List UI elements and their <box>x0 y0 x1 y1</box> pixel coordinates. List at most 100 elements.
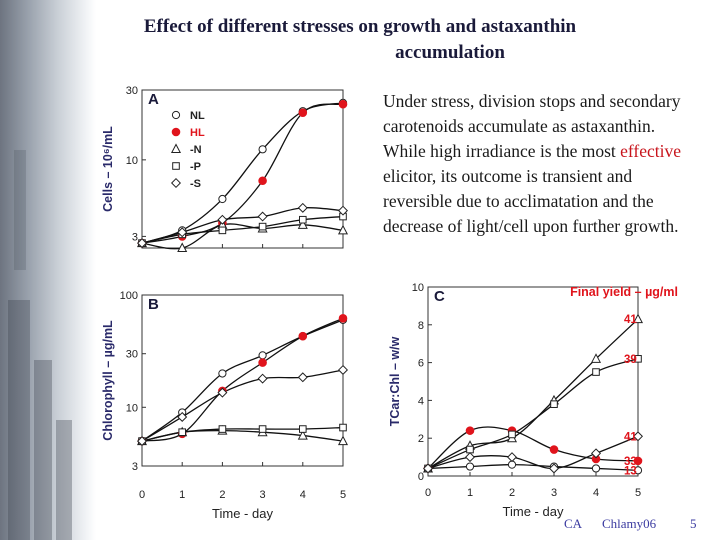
panel-A-point--P <box>258 222 267 231</box>
panel-A-point-HL <box>298 108 308 117</box>
panel-B-xlabel: Time - day <box>212 506 273 521</box>
panel-A-point--S <box>136 238 148 249</box>
panel-B-line--P <box>141 426 344 442</box>
panel-C-point-NL <box>633 466 643 475</box>
panel-C-point-NL <box>591 464 601 473</box>
panel-A-ytick-label: 3 <box>132 231 138 243</box>
panel-B-line--N <box>141 429 344 442</box>
description-part-2: elicitor, its outcome is transient and r… <box>383 166 679 236</box>
decorative-side-strip <box>0 0 96 540</box>
panel-B-ytick-label: 30 <box>126 349 138 361</box>
panel-C-frame <box>427 286 639 477</box>
panel-B-ytick-label: 10 <box>126 402 138 414</box>
panel-A-line-NL <box>141 102 344 244</box>
legend-marker--P <box>172 162 180 170</box>
panel-C-ylabel: TCar:Chl – w/w <box>388 336 402 426</box>
panel-A-point--S <box>257 211 268 222</box>
legend-marker-HL <box>171 127 181 137</box>
panel-C-letter: C <box>434 288 445 305</box>
panel-B-letter: B <box>148 296 159 313</box>
legend-marker--N <box>170 143 182 153</box>
panel-C-ytick-label: 0 <box>418 471 424 483</box>
footer-page-number: 5 <box>690 516 697 531</box>
panel-C-line--P <box>427 358 639 470</box>
panel-B-ylabel: Chlorophyll – µg/mL <box>101 320 115 441</box>
panel-C-point-NL <box>465 462 475 471</box>
panel-C-ytick-label: 10 <box>412 282 424 294</box>
panel-C-point--S <box>632 431 644 442</box>
panel-C-point--P <box>508 430 516 439</box>
panel-A-point--S <box>217 214 228 225</box>
panel-B-point-NL <box>258 351 267 360</box>
panel-C-line-HL <box>427 426 639 469</box>
panel-B-point--P <box>339 423 347 432</box>
panel-C-point--P <box>550 400 558 408</box>
legend-label-HL: HL <box>190 127 205 139</box>
panel-C-xtick-label: 5 <box>635 487 641 499</box>
panel-C-xtick-label: 2 <box>509 487 515 499</box>
panel-A-point--S <box>177 227 188 238</box>
title-line-2: accumulation <box>395 42 505 63</box>
panel-B-point--N <box>337 435 349 446</box>
panel-C-annotation: Final yield – µg/ml <box>570 285 678 299</box>
panel-C-xtick-label: 0 <box>425 487 431 499</box>
panel-B-ytick-label: 100 <box>120 290 138 302</box>
panel-B-point-NL <box>218 369 227 378</box>
panel-C-line--S <box>427 435 639 470</box>
panel-A-point-NL <box>218 194 227 204</box>
panel-A-point--N <box>177 242 188 252</box>
panel-C-line-NL <box>427 464 639 471</box>
panel-A-point--N <box>337 224 349 235</box>
panel-B-xtick-label: 3 <box>260 489 266 501</box>
panel-C-point--P <box>592 368 600 376</box>
page-title: Effect of different stresses on growth a… <box>100 14 620 66</box>
panel-C-ytick-label: 2 <box>418 433 424 445</box>
legend-label--N: -N <box>190 144 202 156</box>
panel-A-point-HL <box>258 176 267 186</box>
panel-A-letter: A <box>148 91 159 108</box>
panel-C-xtick-label: 3 <box>551 487 557 499</box>
panel-C-point-HL <box>465 426 475 435</box>
legend-label-NL: NL <box>190 110 205 122</box>
panel-B-point--S <box>177 411 188 422</box>
panel-B-xtick-label: 0 <box>139 489 145 501</box>
panel-C-ytick-label: 4 <box>418 395 424 407</box>
legend-label--S: -S <box>190 178 201 190</box>
panel-C-ytick-label: 6 <box>418 358 424 370</box>
panel-C-final-yield--N: 41 <box>624 314 637 326</box>
panel-A-frame <box>141 89 344 249</box>
panel-C-point--S <box>590 448 602 459</box>
panel-C-point--S <box>506 452 518 463</box>
description-highlight: effective <box>620 141 682 161</box>
panel-C-xtick-label: 1 <box>467 487 473 499</box>
panel-C-point--N <box>632 313 644 324</box>
panel-B-point-HL <box>258 358 267 367</box>
panel-B-line--S <box>141 369 344 442</box>
panel-C-point--P <box>634 355 642 363</box>
panel-B-xtick-label: 5 <box>340 489 346 501</box>
panel-A-ytick-label: 10 <box>126 155 138 167</box>
panel-C-point--S <box>548 463 560 474</box>
panel-B-point-HL <box>338 314 348 323</box>
panel-C-point-HL <box>549 445 559 454</box>
panel-B-point--N <box>297 429 308 440</box>
panel-B-xtick-label: 1 <box>179 489 185 501</box>
panel-C-point-HL <box>633 456 643 466</box>
panel-C-xlabel: Time - day <box>503 504 564 519</box>
panel-B-point--P <box>299 425 307 433</box>
panel-B-point--S <box>257 373 268 384</box>
footer-author: CA <box>564 516 583 531</box>
panel-A-point--S <box>337 205 349 216</box>
panel-C-point--S <box>422 463 434 474</box>
panel-A-point-NL <box>258 145 267 154</box>
panel-C-point--P <box>466 445 474 454</box>
panel-B-point--S <box>217 387 228 398</box>
panel-A-ytick-label: 30 <box>126 85 138 97</box>
panel-C-xtick-label: 4 <box>593 487 599 499</box>
panel-B-point--P <box>178 428 186 436</box>
panel-B-point--P <box>218 425 227 433</box>
description-text: Under stress, division stops and seconda… <box>383 89 695 239</box>
description-part-1: Under stress, division stops and seconda… <box>383 91 681 161</box>
legend-marker-NL <box>171 110 181 120</box>
